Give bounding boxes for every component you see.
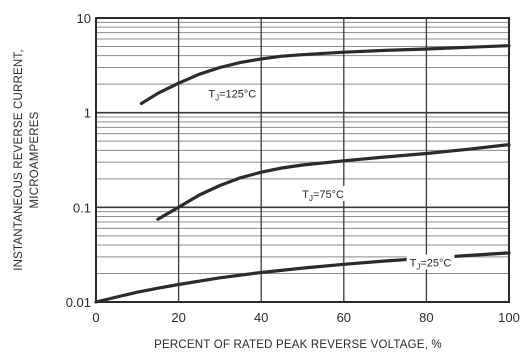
curve-label-2: TJ=25°C xyxy=(410,258,452,272)
y-tick-label: 0.01 xyxy=(66,295,91,310)
x-tick-label: 20 xyxy=(171,310,185,325)
x-tick-label: 60 xyxy=(337,310,351,325)
y-axis-title: INSTANTANEOUS REVERSE CURRENT, MICROAMPE… xyxy=(13,49,41,271)
plot-frame xyxy=(95,17,510,303)
y-tick-label: 1 xyxy=(84,106,91,121)
curve-label-1: TJ=75°C xyxy=(302,189,344,203)
series-line-0 xyxy=(139,44,511,106)
curve-label-bg xyxy=(205,85,260,101)
x-axis-title: PERCENT OF RATED PEAK REVERSE VOLTAGE, % xyxy=(154,339,442,351)
curve-label-bg xyxy=(406,254,455,270)
x-tick-label: 100 xyxy=(498,310,520,325)
x-tick-label: 0 xyxy=(92,310,99,325)
x-tick-label: 40 xyxy=(254,310,268,325)
y-axis-title-line-1: INSTANTANEOUS REVERSE CURRENT, xyxy=(13,49,25,271)
curve-label-0: TJ=125°C xyxy=(208,89,256,103)
curve-label-bg xyxy=(299,185,348,201)
x-tick-label: 80 xyxy=(419,310,433,325)
y-tick-label: 10 xyxy=(77,11,91,26)
y-axis-title-line-2: MICROAMPERES xyxy=(29,111,41,208)
curve-labels: TJ=125°C TJ=75°C TJ=25°C xyxy=(205,85,455,272)
series-line-1 xyxy=(156,143,511,221)
tick-labels: 0 20 40 60 80 100 0.01 0.1 1 10 xyxy=(66,11,520,325)
y-tick-label: 0.1 xyxy=(73,200,91,215)
